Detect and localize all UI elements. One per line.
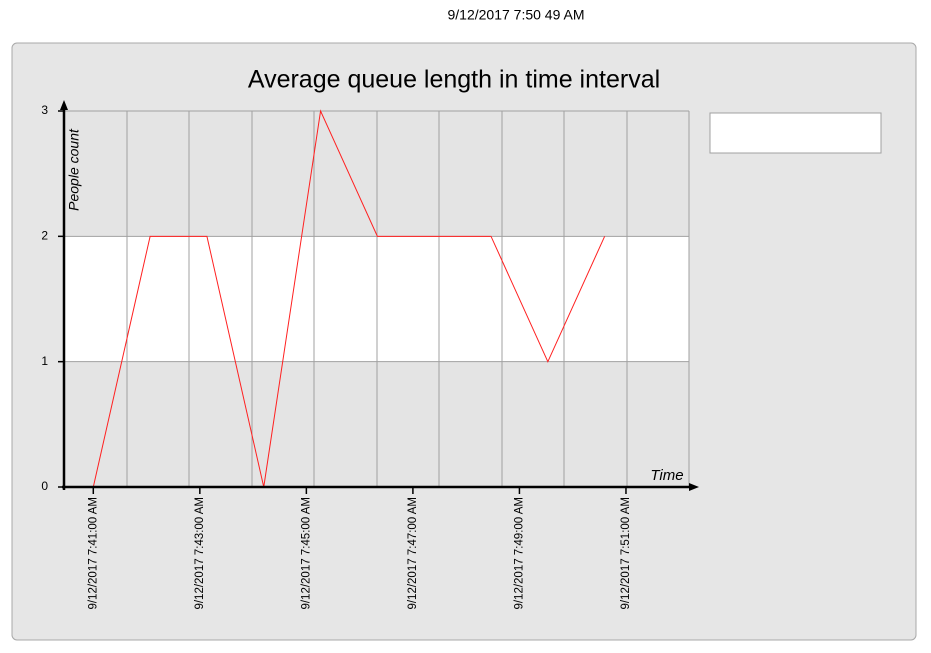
timestamp: 9/12/2017 7:50 49 AM	[448, 7, 585, 23]
x-arrow	[689, 483, 699, 491]
y-tick-label: 3	[41, 103, 48, 117]
x-tick-label: 9/12/2017 7:45:00 AM	[300, 497, 312, 610]
x-tick-label: 9/12/2017 7:41:00 AM	[87, 497, 99, 610]
marks: 0 1 2 3 9/12/2017 7:41:00 AM 9/12/2017 7:43:0…	[41, 103, 864, 609]
y-axis-label: People count	[66, 128, 82, 211]
series-line	[92, 109, 606, 488]
x-tick-label: 9/12/2017 7:51:00 AM	[620, 497, 632, 610]
vertical-grid	[126, 111, 690, 487]
chart-title: Average queue length in time interval	[248, 66, 660, 94]
y-tick-label: 2	[41, 229, 48, 243]
x-axis-label: Time	[650, 467, 683, 484]
legend	[709, 112, 882, 154]
x-tick-label: 9/12/2017 7:47:00 AM	[407, 497, 419, 610]
y-arrow	[60, 100, 68, 110]
x-tick-label: 9/12/2017 7:43:00 AM	[194, 497, 206, 610]
y-tick-label: 1	[41, 354, 48, 368]
y-tick-label: 0	[41, 479, 48, 493]
x-tick-label: 9/12/2017 7:49:00 AM	[513, 497, 525, 610]
